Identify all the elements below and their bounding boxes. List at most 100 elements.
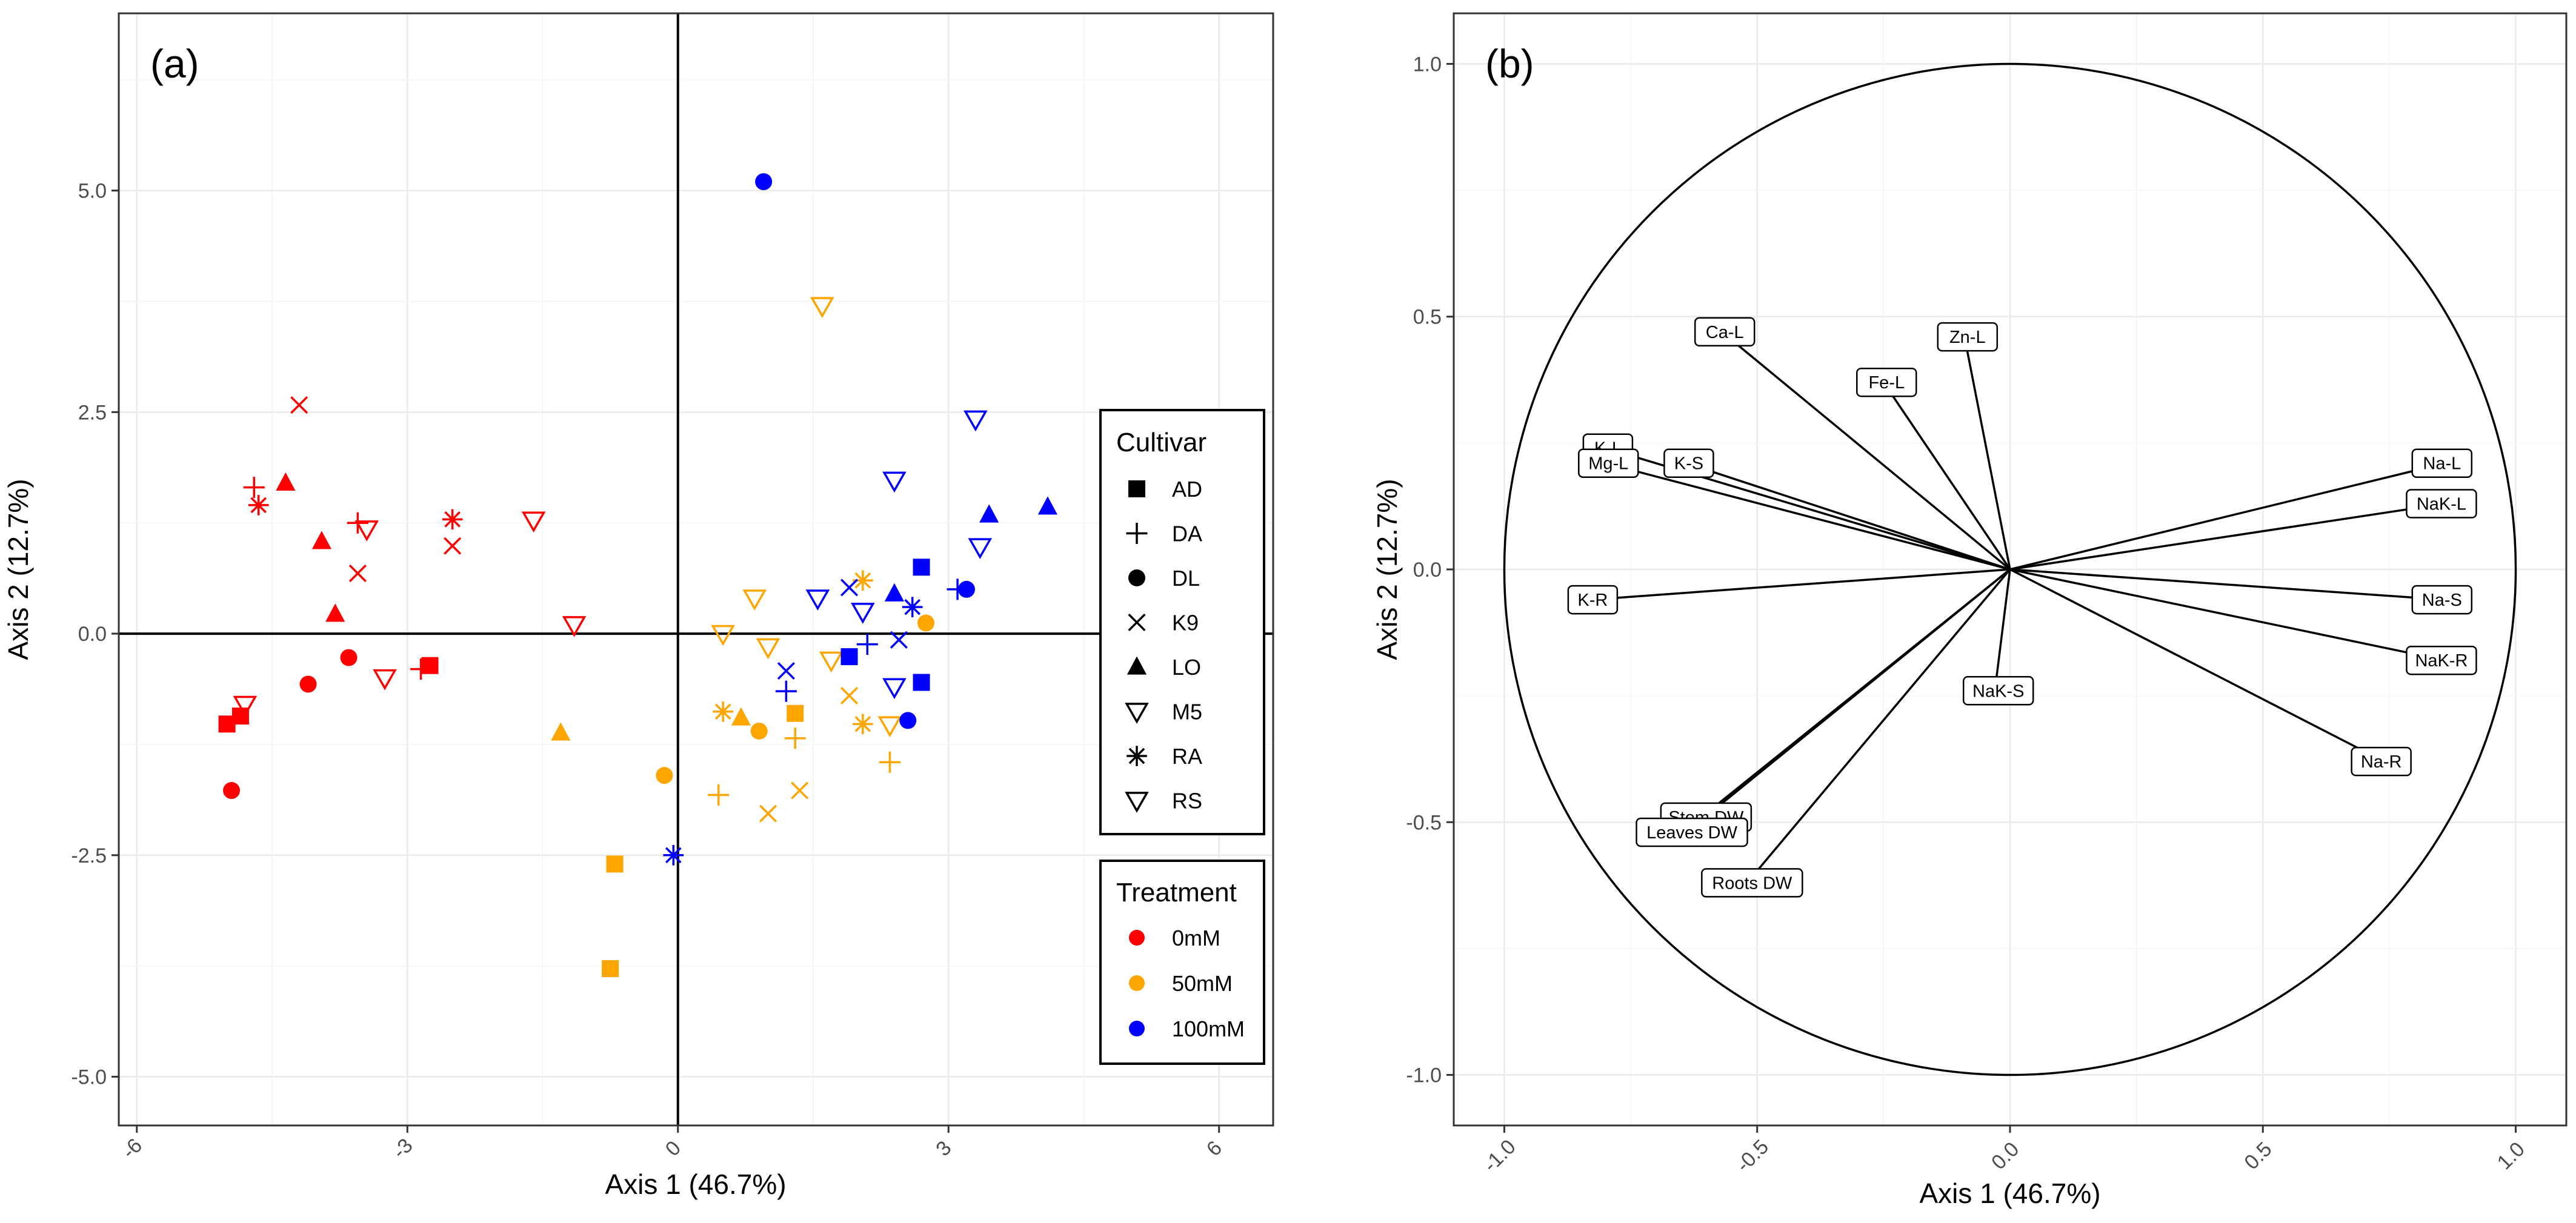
svg-text:Leaves DW: Leaves DW [1646,823,1738,843]
data-point [917,614,935,632]
data-point [819,651,844,673]
data-point [444,537,462,555]
data-point [805,589,830,611]
panel-b-y-axis-label: Axis 2 (12.7%) [1371,479,1403,660]
data-point [979,504,999,523]
data-point [784,728,806,749]
vector-label: Na-R [2351,746,2412,777]
svg-text:Fe-L: Fe-L [1868,373,1905,393]
data-point [882,471,907,493]
data-point [223,782,241,800]
data-point [884,583,905,602]
data-point [248,495,269,515]
legend-cultivar-key [1128,613,1146,632]
legend-cultivar-label: AD [1172,477,1202,502]
data-point [713,701,733,722]
data-point [840,578,859,597]
svg-text:Na-L: Na-L [2423,454,2461,474]
legend-cultivar-label: DL [1172,566,1200,591]
legend-cultivar-label: K9 [1172,611,1199,635]
panel-b-vectors: Ca-LZn-LFe-LK-LK-SMg-LK-RNa-LNaK-LNa-SNa… [1567,317,2477,898]
panel-a-y-axis-label: Axis 2 (12.7%) [2,479,34,660]
loading-vector [1685,568,2011,834]
loading-vector [2009,502,2445,571]
panel-b-y-tick-label: 0.5 [1413,306,1442,329]
data-point [755,173,773,190]
data-point [899,712,917,729]
vector-label: Na-S [2411,585,2473,615]
data-point [348,565,367,583]
data-point [913,674,930,691]
data-point [750,722,768,740]
vector-label: Roots DW [1701,868,1803,898]
data-point [902,597,923,617]
unit-circle [1503,62,2517,1076]
legend-treatment-key [1129,975,1145,991]
svg-text:K-R: K-R [1577,591,1608,610]
legend-cultivar-key [1127,746,1147,766]
legend-cultivar-label: M5 [1172,700,1202,724]
data-point [882,678,907,700]
data-point [354,520,379,542]
data-point [663,845,684,866]
legend-treatment-label: 0mM [1172,926,1220,950]
svg-text:Na-S: Na-S [2422,591,2462,610]
panel-b-unit-circle [1503,62,2517,1076]
data-point [276,472,296,491]
vector-label: K-R [1567,585,1619,615]
loading-vector [1746,568,2011,884]
legend-cultivar-key [1128,569,1145,586]
panel-b-y-tick-label: -0.5 [1406,811,1442,834]
panel-a-plot-area [119,13,1273,1125]
data-point [759,804,777,823]
loading-vector [1721,331,2011,571]
legend-treatment-title: Treatment [1116,878,1237,907]
legend-cultivar-key [1126,523,1148,544]
loading-vector [2009,568,2385,763]
vector-label: Na-L [2411,448,2473,478]
svg-text:Zn-L: Zn-L [1949,328,1986,347]
legend-cultivar-key [1127,656,1147,675]
data-point [877,716,902,738]
loading-vector [1882,382,2011,570]
data-point [1037,496,1058,515]
data-point [890,631,908,649]
legend-cultivar-label: RA [1172,744,1202,769]
data-point [233,695,258,717]
panel-a-y-tick-label: 0.0 [78,623,107,646]
loading-vector [1963,336,2011,570]
panel-b-label: (b) [1485,41,1534,86]
data-point [731,707,751,726]
data-point [708,784,730,806]
svg-text:K-S: K-S [1674,454,1703,474]
data-point [521,511,546,533]
data-point [602,960,619,978]
data-point [373,669,397,691]
panel-b-y-tick-label: -1.0 [1406,1064,1442,1087]
panel-a-frame [118,12,1274,1127]
data-point [853,714,873,735]
panel-a-x-axis-label: Axis 1 (46.7%) [605,1168,786,1200]
legend-treatment-key [1129,930,1145,946]
legend-cultivar-key [1128,480,1145,497]
data-point [853,570,873,591]
loading-vector [1605,462,2011,571]
panel-b-x-axis-label: Axis 1 (46.7%) [1919,1178,2100,1209]
data-point [787,704,804,722]
panel-a-y-tick-label: 5.0 [78,180,107,203]
data-point [311,531,331,549]
data-point [775,680,797,702]
legend-treatment-key [1129,1021,1145,1036]
svg-text:NaK-S: NaK-S [1972,681,2024,701]
panel-a-zero-lines [119,13,1273,1125]
data-point [968,538,993,560]
data-point [964,410,988,432]
legend-cultivar-key [1125,792,1149,813]
data-point [851,603,875,624]
data-point [231,708,249,725]
data-point [551,722,571,741]
svg-text:Mg-L: Mg-L [1588,454,1628,474]
legend-treatment-label: 50mM [1172,971,1233,996]
legend-cultivar-label: DA [1172,522,1202,546]
